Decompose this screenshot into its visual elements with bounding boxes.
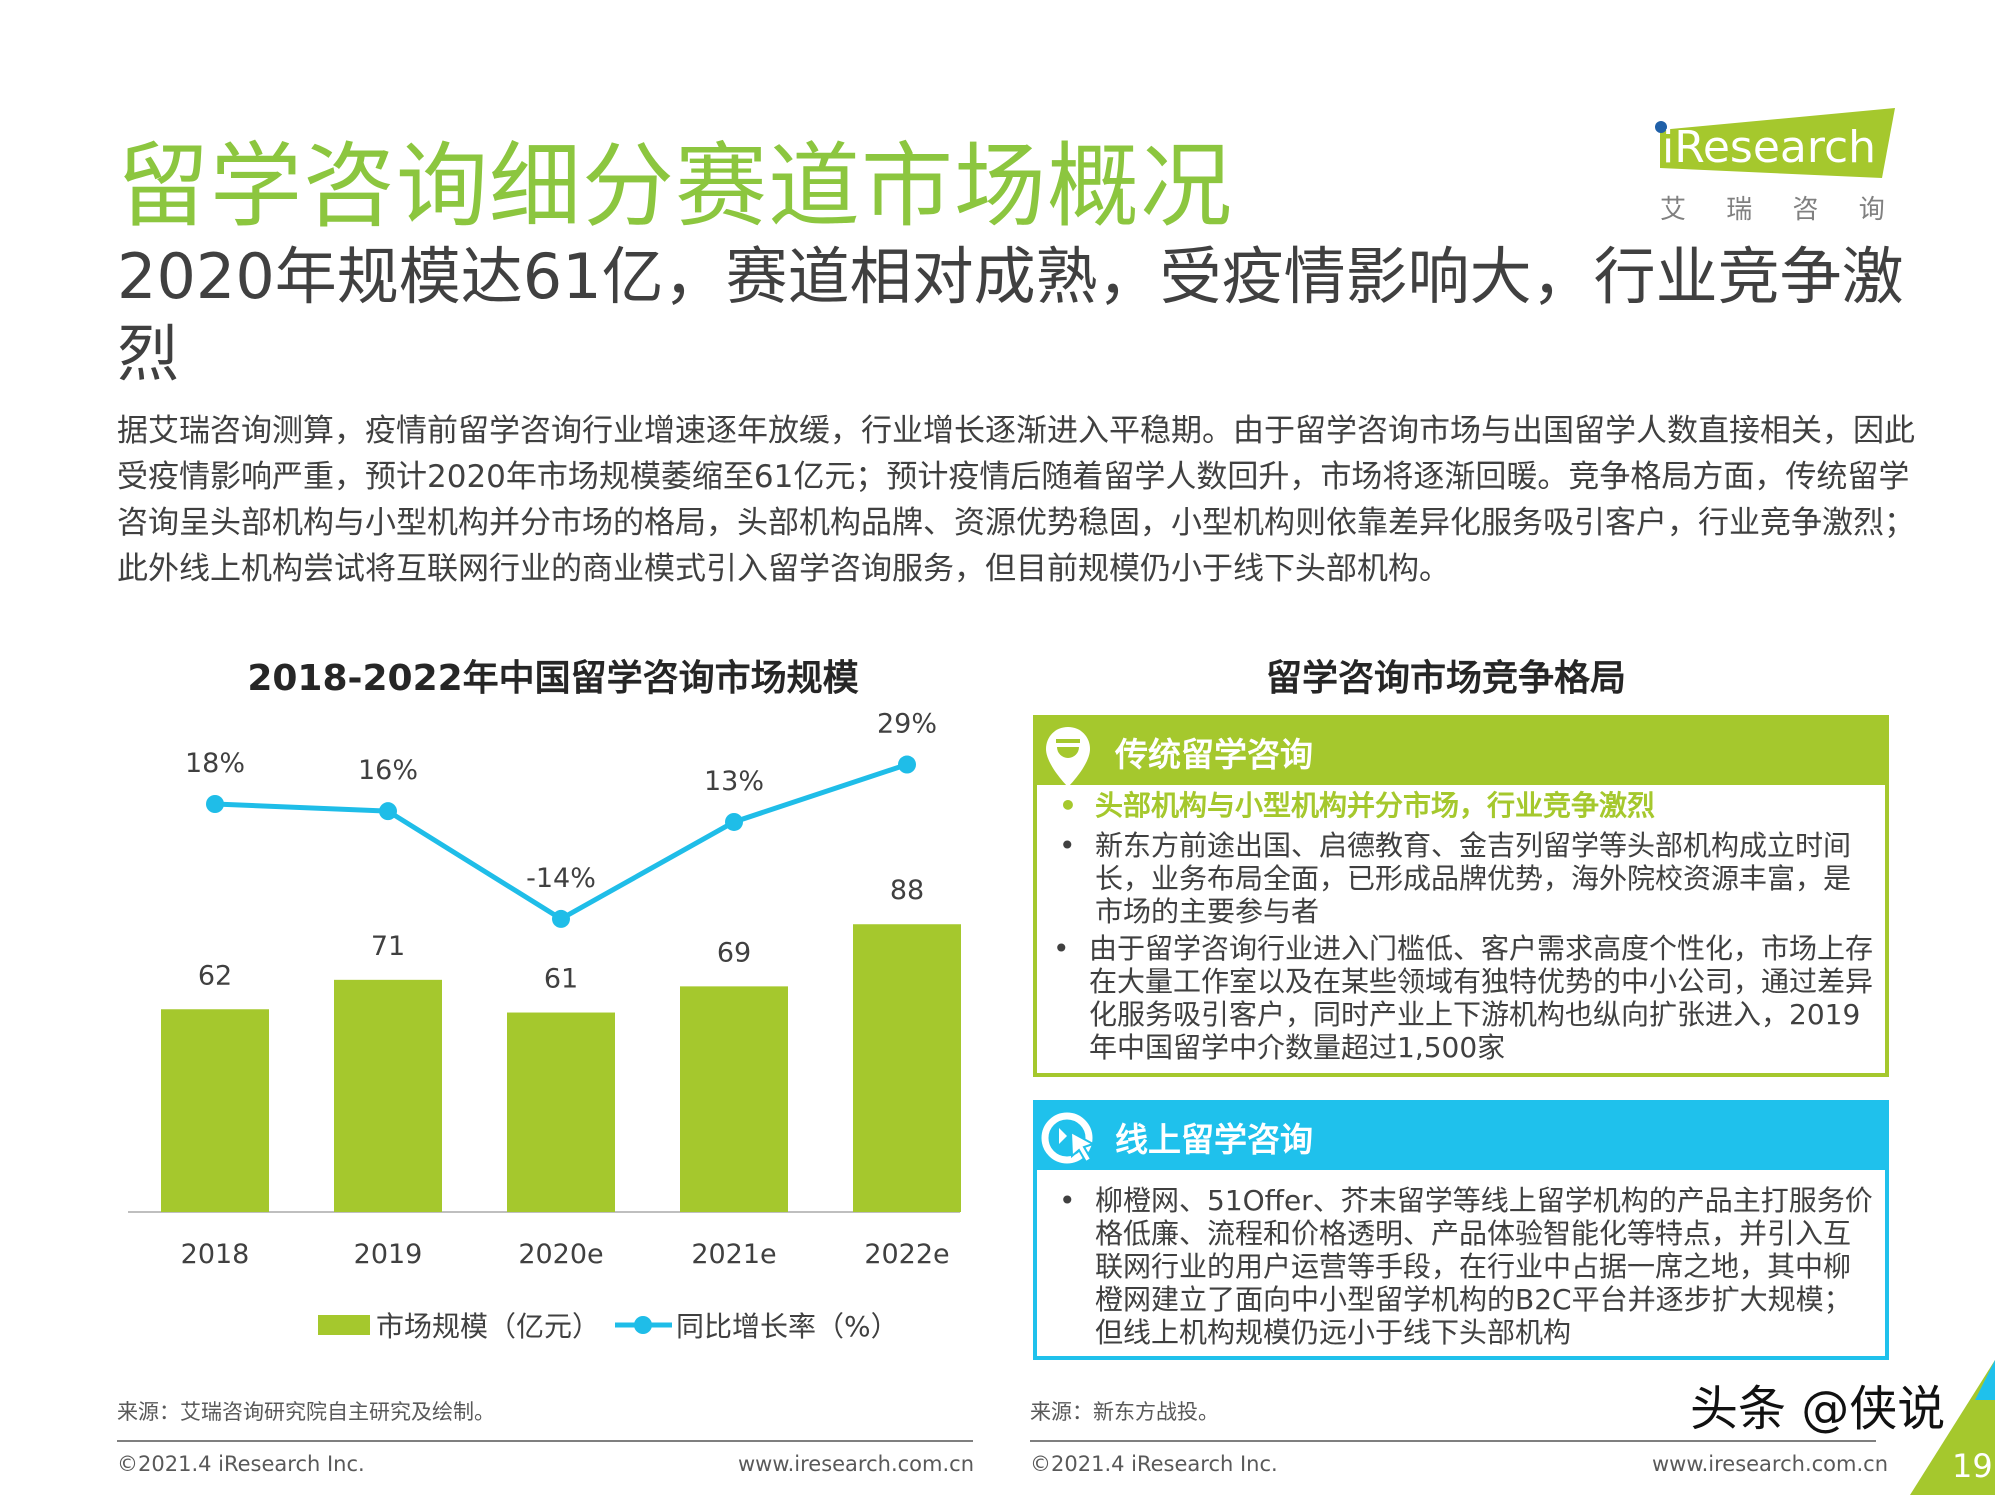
footer-divider (117, 1440, 973, 1442)
highlight-text: 头部机构与小型机构并分市场，行业竞争激烈 (1095, 789, 1656, 822)
growth-line (214, 762, 908, 922)
body-paragraph: 据艾瑞咨询测算，疫情前留学咨询行业增速逐年放缓，行业增长逐渐进入平稳期。由于留学… (117, 413, 1915, 587)
growth-point (206, 795, 224, 813)
location-pin-icon (1046, 727, 1090, 787)
growth-point (552, 909, 570, 928)
traditional-consulting-box: 传统留学咨询 • 头部机构与小型机构并分市场，行业竞争激烈 • 新东方前途出国、启德… (1033, 715, 1889, 1077)
online-header-label: 线上留学咨询 (1115, 1120, 1313, 1159)
bullet: • 新东方前途出国、启德教育、金吉列留学等头部机构成立时间长，业务布局全面，已形成… (1059, 829, 1852, 928)
growth-point (898, 755, 916, 774)
bullet: • 柳橙网、51Offer、芥末留学等线上留学机构的产品主打服务价格低廉、流程和价… (1059, 1184, 1873, 1349)
legend-line-label: 同比增长率（%） (676, 1310, 899, 1343)
growth-label: 29% (877, 709, 937, 740)
x-tick-label: 2018 (181, 1239, 250, 1270)
bar-label: 62 (198, 960, 232, 991)
growth-label: -14% (526, 863, 596, 894)
logo-text: iResearch (1662, 122, 1876, 173)
page-number: 19 (1952, 1447, 1993, 1485)
growth-point (725, 812, 743, 831)
bar-label: 71 (371, 931, 405, 962)
x-tick-label: 2021e (691, 1239, 776, 1270)
bar (507, 1012, 615, 1212)
highlight-bullet: • 头部机构与小型机构并分市场，行业竞争激烈 (1059, 789, 1656, 822)
bar (680, 986, 788, 1212)
legend-bar-swatch (318, 1315, 370, 1335)
competition-title: 留学咨询市场竞争格局 (1265, 658, 1627, 699)
source-left: 来源：艾瑞咨询研究院自主研究及绘制。 (117, 1400, 495, 1424)
copyright: ©2021.4 iResearch Inc. (1030, 1452, 1278, 1476)
copyright: ©2021.4 iResearch Inc. (117, 1452, 365, 1476)
traditional-header: 传统留学咨询 (1037, 719, 1885, 787)
watermark: 头条 @侠说 (1690, 1381, 1946, 1437)
bar (334, 979, 442, 1212)
growth-point (379, 802, 397, 821)
footer-divider (1030, 1440, 1876, 1442)
growth-label: 13% (704, 766, 764, 797)
online-header: 线上留学咨询 (1037, 1104, 1885, 1170)
market-size-chart: 62 2018 71 2019 61 2020e 69 2021e 88 2022e 18% 16% -… (128, 709, 961, 1343)
globe-cursor-icon (1041, 1112, 1096, 1164)
bar-label: 88 (890, 875, 924, 906)
bullet-text: 由于留学咨询行业进入门槛低、客户需求高度个性化，市场上存在大量工作室以及在某些领… (1089, 932, 1874, 1064)
iresearch-logo: iResearch 艾 瑞 咨 询 (1650, 100, 1900, 230)
online-consulting-box: 线上留学咨询 • 柳橙网、51Offer、芥末留学等线上留学机构的产品主打服务价格… (1033, 1100, 1889, 1360)
page-title: 留学咨询细分赛道市场概况 (117, 133, 1234, 240)
bullet: • 由于留学咨询行业进入门槛低、客户需求高度个性化，市场上存在大量工作室以及在某些… (1053, 932, 1874, 1064)
logo-cn: 艾 瑞 咨 询 (1660, 195, 1900, 225)
bar (161, 1009, 269, 1212)
bar-label: 69 (717, 937, 751, 968)
chart-title: 2018-2022年中国留学咨询市场规模 (247, 658, 859, 699)
x-tick-label: 2020e (518, 1239, 603, 1270)
bar (853, 924, 961, 1212)
x-tick-label: 2019 (354, 1239, 423, 1270)
bullet-text: 柳橙网、51Offer、芥末留学等线上留学机构的产品主打服务价格低廉、流程和价格… (1095, 1184, 1873, 1349)
growth-label: 16% (358, 755, 418, 786)
source-right: 来源：新东方战投。 (1030, 1400, 1219, 1424)
legend-line-marker (634, 1316, 652, 1334)
x-tick-label: 2022e (864, 1239, 949, 1270)
bullet-text: 新东方前途出国、启德教育、金吉列留学等头部机构成立时间长，业务布局全面，已形成品… (1095, 829, 1852, 928)
page-subtitle: 2020年规模达61亿，赛道相对成熟，受疫情影响大，行业竞争激烈 (117, 240, 1904, 390)
corner-decoration (1910, 1360, 1995, 1495)
legend-bar-label: 市场规模（亿元） (376, 1310, 600, 1343)
website-link[interactable]: www.iresearch.com.cn (738, 1452, 975, 1476)
website-link[interactable]: www.iresearch.com.cn (1652, 1452, 1889, 1476)
growth-label: 18% (185, 748, 245, 779)
traditional-header-label: 传统留学咨询 (1115, 735, 1313, 774)
bar-label: 61 (544, 964, 578, 995)
